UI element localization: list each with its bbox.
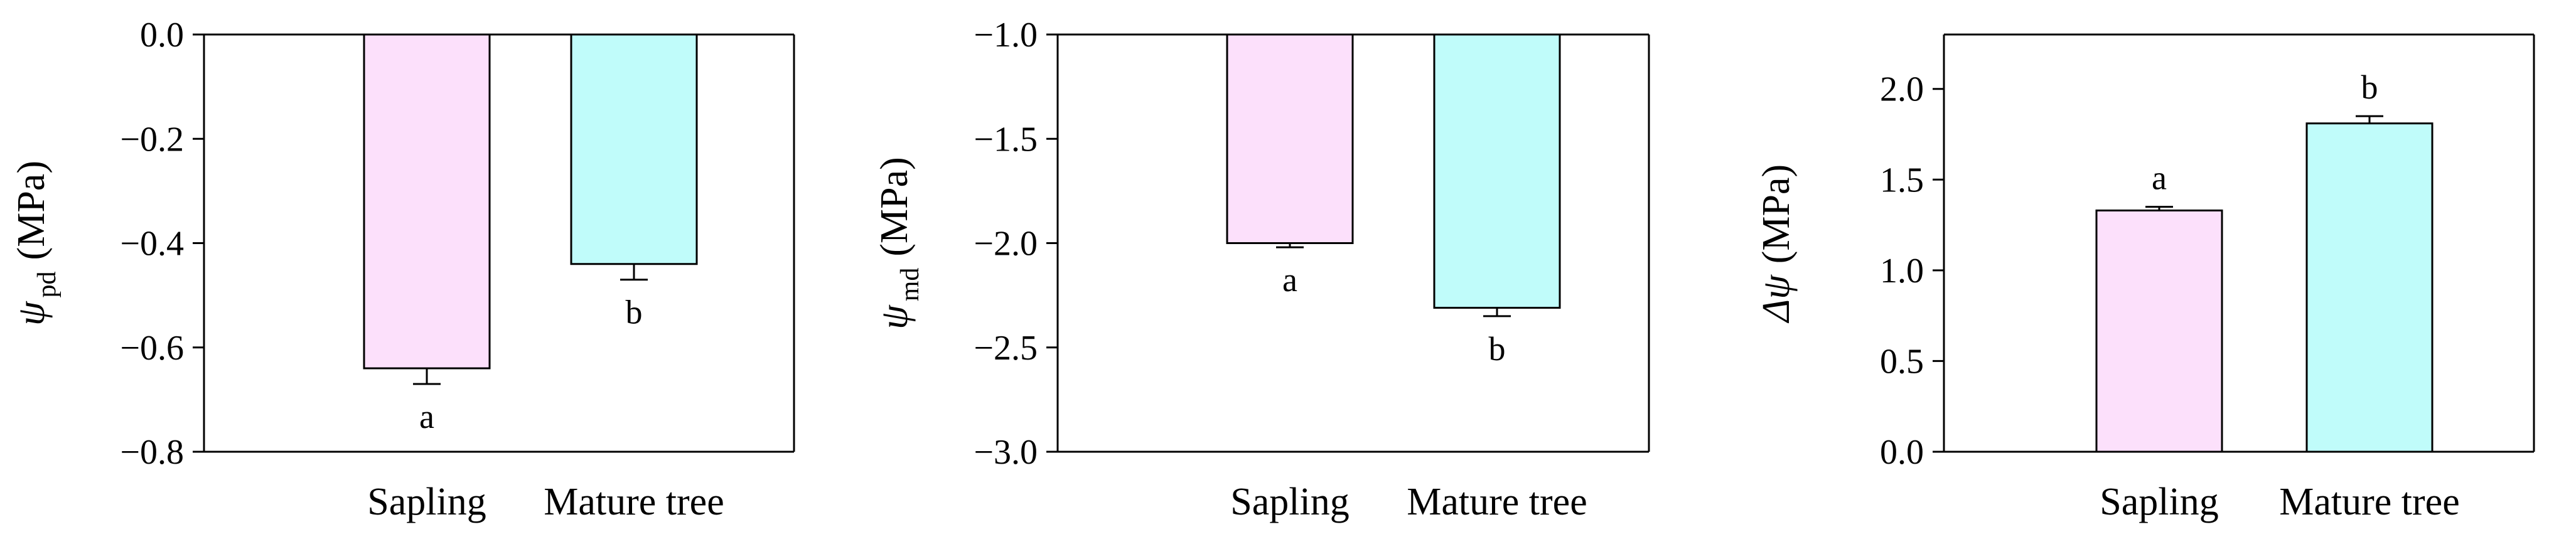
x-tick-label: Mature tree — [1407, 481, 1587, 523]
y-tick-label: 0.5 — [1880, 342, 1924, 381]
y-axis-label: ψmd (MPa) — [873, 157, 925, 329]
significance-letter: a — [1282, 261, 1297, 299]
y-axis-label-unit: (MPa) — [1755, 164, 1798, 264]
y-tick-label: −2.5 — [974, 329, 1038, 368]
significance-letter: b — [1489, 330, 1506, 368]
y-tick-label: 1.0 — [1880, 252, 1924, 290]
y-axis-label: Δψ (MPa) — [1755, 164, 1798, 324]
y-tick-label: −1.0 — [974, 16, 1038, 55]
y-axis-label-symbol: Δψ — [1755, 274, 1798, 324]
x-tick-label: Sapling — [367, 481, 486, 523]
significance-letter: a — [2152, 159, 2167, 197]
significance-letter: b — [2361, 68, 2378, 106]
y-tick-label: −0.4 — [120, 225, 184, 264]
y-tick-label: 1.5 — [1880, 161, 1924, 200]
chart-panel-2: −1.0 −1.5 −2.0 −2.5 −3.0 ψmd (MPa) a Sapling b Mat… — [873, 16, 1650, 523]
significance-letter: a — [419, 398, 434, 435]
y-axis-label-symbol: ψ — [10, 301, 53, 326]
y-tick-label: 0.0 — [140, 16, 184, 55]
bar-sapling — [1226, 33, 1354, 244]
significance-letter: b — [626, 294, 643, 331]
y-axis-label-unit: (MPa) — [10, 161, 53, 260]
x-tick-label: Sapling — [1230, 481, 1349, 523]
x-tick-label: Sapling — [2100, 481, 2218, 523]
y-axis-label: ψ pd (MPa) — [10, 161, 62, 326]
y-tick-label: −0.2 — [120, 120, 184, 159]
y-tick-label: −1.5 — [974, 120, 1038, 159]
bar-sapling — [363, 33, 491, 370]
bar-sapling — [2095, 209, 2223, 453]
y-axis-label-subscript: pd — [33, 271, 62, 297]
y-tick-label: 2.0 — [1880, 70, 1924, 109]
x-tick-label: Mature tree — [2279, 481, 2459, 523]
bar-mature-tree — [570, 33, 698, 265]
y-tick-label: −2.0 — [974, 225, 1038, 264]
y-tick-label: 0.0 — [1880, 433, 1924, 472]
y-axis-label-symbol: ψ — [873, 304, 916, 329]
y-axis-label-unit: (MPa) — [873, 157, 916, 256]
bar-mature-tree — [2305, 122, 2434, 453]
chart-panel-3: 0.0 0.5 1.0 1.5 2.0 Δψ (MPa) a Sapling b Mature tr… — [1755, 33, 2535, 523]
y-tick-label: −3.0 — [974, 433, 1038, 472]
x-tick-label: Mature tree — [544, 481, 724, 523]
y-tick-label: −0.6 — [120, 329, 184, 368]
y-axis-label-subscript: md — [896, 268, 925, 302]
y-tick-label: −0.8 — [120, 433, 184, 472]
chart-panel-1: 0.0 −0.2 −0.4 −0.6 −0.8 ψ pd (MPa) a Sapling b Matu… — [10, 16, 795, 523]
bar-mature-tree — [1433, 33, 1561, 309]
